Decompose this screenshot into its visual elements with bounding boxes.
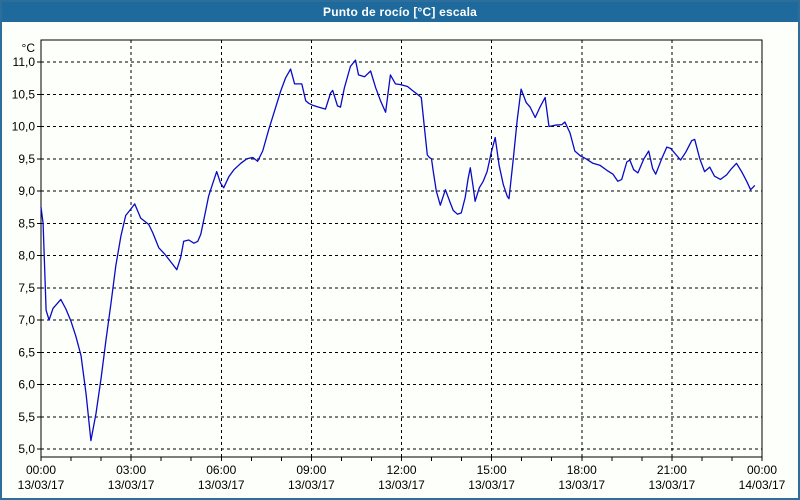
y-axis-tick-label: 5,0	[18, 442, 35, 456]
x-axis-time-label: 06:00	[206, 463, 236, 477]
y-axis-tick-label: 6,0	[18, 378, 35, 392]
y-axis-tick-label: 6,5	[18, 345, 35, 359]
window-title: Punto de rocío [°C] escala	[322, 5, 478, 19]
y-axis-tick-label: 9,5	[18, 152, 35, 166]
x-axis-time-label: 00:00	[747, 463, 777, 477]
y-axis-tick-label: 10,5	[12, 87, 36, 101]
y-axis-tick-label: 7,5	[18, 281, 35, 295]
x-axis-date-label: 13/03/17	[649, 478, 696, 492]
x-axis-date-label: 13/03/17	[108, 478, 155, 492]
y-axis-tick-label: 11,0	[13, 55, 36, 69]
y-axis-unit-label: °C	[22, 41, 36, 55]
x-axis-time-label: 09:00	[296, 463, 326, 477]
chart-area: 11,0 10,5 10,0 9,5 9,0 8,5 8,0 7,5 7,0 6,5 6,0 5,5 5…	[2, 22, 798, 498]
x-axis-time-label: 21:00	[657, 463, 687, 477]
x-axis-time-label: 15:00	[477, 463, 507, 477]
y-axis-tick-label: 7,0	[18, 313, 35, 327]
x-axis-time-label: 00:00	[26, 463, 56, 477]
y-axis-tick-label: 9,0	[18, 184, 35, 198]
x-axis-date-label: 13/03/17	[558, 478, 605, 492]
x-axis-time-label: 12:00	[386, 463, 416, 477]
y-axis-tick-label: 8,5	[18, 216, 35, 230]
x-axis-date-label: 13/03/17	[378, 478, 425, 492]
plot-border	[40, 39, 763, 458]
y-axis-tick-label: 10,0	[12, 120, 36, 134]
x-axis-date-label: 14/03/17	[739, 478, 786, 492]
window-title-bar: Punto de rocío [°C] escala	[2, 2, 798, 22]
x-axis-date-label: 13/03/17	[18, 478, 65, 492]
y-axis-tick-label: 5,5	[18, 410, 35, 424]
y-axis-tick-label: 8,0	[18, 249, 35, 263]
x-axis-date-label: 13/03/17	[198, 478, 245, 492]
x-axis-date-label: 13/03/17	[468, 478, 515, 492]
x-axis-time-label: 18:00	[567, 463, 597, 477]
x-axis-time-label: 03:00	[116, 463, 146, 477]
dewpoint-line-chart: 11,0 10,5 10,0 9,5 9,0 8,5 8,0 7,5 7,0 6,5 6,0 5,5 5…	[12, 39, 786, 492]
x-axis-date-label: 13/03/17	[288, 478, 335, 492]
dewpoint-line	[40, 59, 756, 442]
